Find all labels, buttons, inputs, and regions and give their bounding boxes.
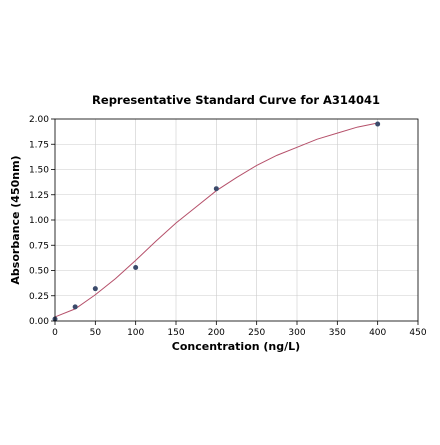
x-tick-label: 250 — [248, 328, 265, 338]
x-tick-label: 0 — [52, 328, 58, 338]
data-point — [72, 304, 78, 310]
grid-lines — [54, 118, 419, 322]
y-axis-ticks: 0.00 0.25 0.50 0.75 1.00 1.25 1.50 1.75 2.00 — [29, 115, 55, 327]
y-tick-label: 2.00 — [29, 115, 49, 125]
chart-title: Representative Standard Curve for A31404… — [92, 93, 380, 107]
y-tick-label: 0.00 — [29, 317, 49, 327]
y-tick-label: 0.50 — [29, 267, 49, 277]
data-point — [133, 264, 139, 270]
x-tick-label: 450 — [409, 328, 426, 338]
data-point — [375, 121, 381, 127]
x-tick-label: 150 — [167, 328, 184, 338]
x-tick-label: 350 — [329, 328, 346, 338]
x-tick-label: 300 — [288, 328, 305, 338]
x-axis-ticks: 0 50 100 150 200 250 300 350 400 450 — [52, 321, 427, 338]
y-tick-label: 0.25 — [29, 292, 49, 302]
x-tick-label: 100 — [127, 328, 144, 338]
x-tick-label: 400 — [369, 328, 386, 338]
y-tick-label: 1.00 — [29, 216, 49, 226]
y-tick-label: 1.25 — [29, 191, 49, 201]
y-tick-label: 0.75 — [29, 241, 49, 251]
data-point — [213, 186, 219, 192]
y-tick-label: 1.75 — [29, 140, 49, 150]
y-axis-label: Absorbance (450nm) — [9, 155, 22, 284]
x-axis-label: Concentration (ng/L) — [172, 340, 300, 353]
x-tick-label: 50 — [90, 328, 102, 338]
y-tick-label: 1.50 — [29, 166, 49, 176]
data-point — [92, 286, 98, 292]
x-tick-label: 200 — [208, 328, 225, 338]
